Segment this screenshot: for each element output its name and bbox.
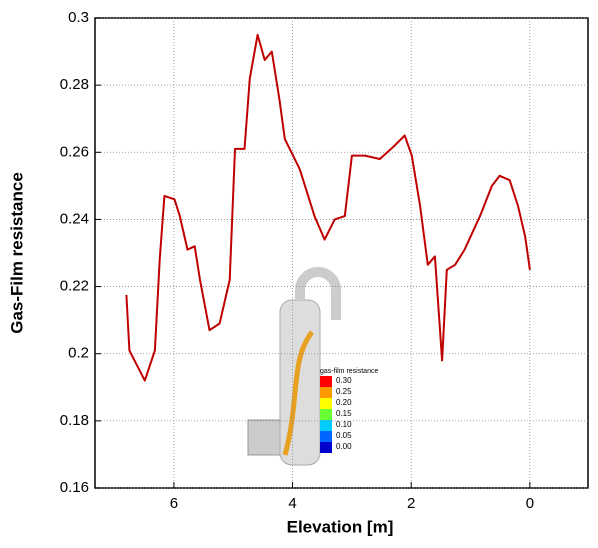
y-tick-label: 0.2 — [68, 345, 89, 362]
colorbar-label: 0.05 — [336, 431, 352, 440]
colorbar-swatch — [320, 398, 332, 409]
colorbar-swatch — [320, 420, 332, 431]
colorbar-label: 0.10 — [336, 420, 352, 429]
y-tick-label: 0.22 — [60, 278, 89, 295]
colorbar-swatch — [320, 387, 332, 398]
inset-image: gas-film resistance 0.30 0.25 0.20 0.15 0.10… — [247, 267, 378, 466]
x-axis-label: Elevation [m] — [287, 517, 394, 536]
x-tick-label: 4 — [288, 495, 296, 512]
colorbar-label: 0.25 — [336, 387, 352, 396]
x-tick-label: 2 — [407, 495, 415, 512]
colorbar-label: 0.15 — [336, 409, 352, 418]
colorbar-label: 0.00 — [336, 442, 352, 451]
colorbar-swatch — [320, 442, 332, 453]
x-tick-label: 6 — [170, 495, 178, 512]
x-tick-label: 0 — [526, 495, 534, 512]
pipe — [295, 267, 341, 320]
y-tick-label: 0.24 — [60, 210, 89, 227]
colorbar-swatch — [320, 376, 332, 387]
colorbar-label: 0.30 — [336, 376, 352, 385]
data-line — [125, 33, 531, 382]
colorbar-swatch — [320, 431, 332, 442]
inset-title: gas-film resistance — [320, 368, 378, 375]
y-tick-label: 0.3 — [68, 9, 89, 26]
y-tick-label: 0.16 — [60, 479, 89, 496]
flow-path — [282, 330, 315, 456]
colorbar-swatch — [320, 409, 332, 420]
y-tick-label: 0.18 — [60, 412, 89, 429]
y-tick-label: 0.26 — [60, 143, 89, 160]
colorbar-label: 0.20 — [336, 398, 352, 407]
y-tick-label: 0.28 — [60, 76, 89, 93]
y-axis-label: Gas-Film resistance — [7, 172, 26, 334]
